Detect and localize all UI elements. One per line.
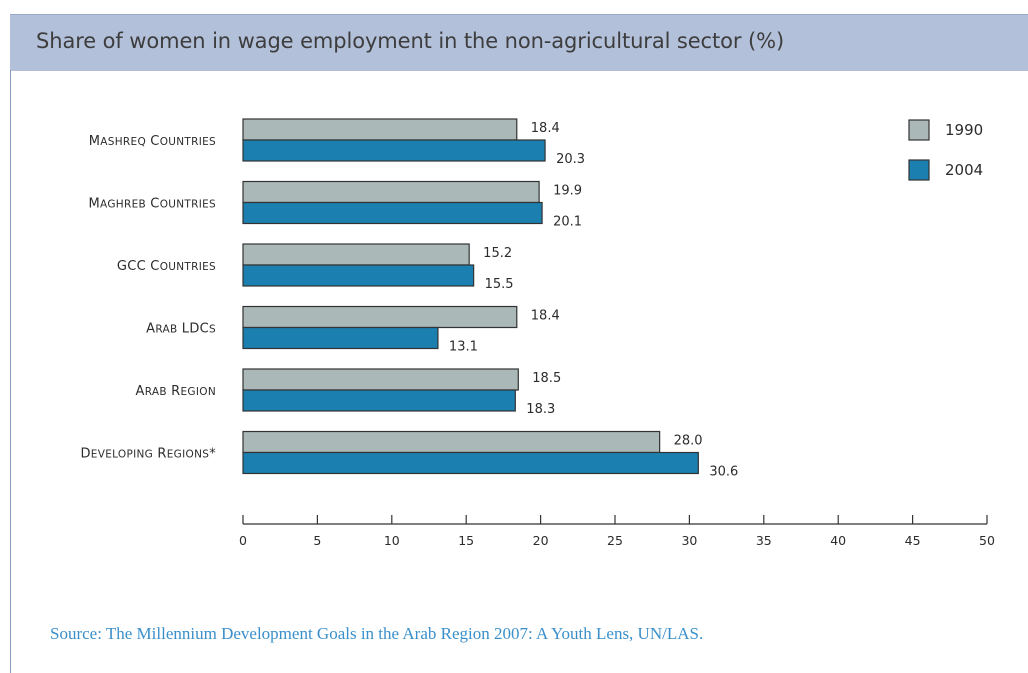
legend-swatch-1990 — [908, 119, 930, 141]
bar-2004-arab-region — [242, 389, 516, 412]
x-tick-label-30: 30 — [681, 533, 697, 548]
x-tick-label-35: 35 — [756, 533, 772, 548]
x-tick-label-5: 5 — [313, 533, 321, 548]
x-tick-label-50: 50 — [979, 533, 995, 548]
bar-1990-arab-region — [242, 368, 519, 391]
bar-1990-mashreq-countries — [242, 118, 518, 141]
source-note: Source: The Millennium Development Goals… — [50, 624, 704, 643]
x-tick-label-40: 40 — [830, 533, 846, 548]
x-tick-label-45: 45 — [905, 533, 921, 548]
value-label-2004-mashreq-countries: 20.3 — [556, 152, 585, 167]
legend-label-1990: 1990 — [945, 121, 983, 139]
value-label-2004-arab-ldcs: 13.1 — [449, 340, 478, 355]
category-label-arab-region: ARAB REGION — [136, 383, 217, 399]
bar-1990-arab-ldcs — [242, 305, 518, 329]
value-label-2004-gcc-countries: 15.5 — [485, 277, 514, 292]
bar-2004-gcc-countries — [242, 264, 475, 287]
bar-2004-maghreb-countries — [242, 201, 543, 225]
category-label-mashreq-countries: MASHREQ COUNTRIES — [89, 133, 216, 149]
value-label-1990-gcc-countries: 15.2 — [483, 246, 512, 261]
bar-1990-developing-regions — [242, 430, 661, 454]
value-label-1990-arab-ldcs: 18.4 — [531, 309, 560, 324]
chart-header: Share of women in wage employment in the… — [10, 14, 1028, 71]
category-label-developing-regions: DEVELOPING REGIONS* — [80, 446, 216, 462]
chart-title: Share of women in wage employment in the… — [36, 29, 785, 53]
value-label-1990-developing-regions: 28.0 — [674, 434, 703, 449]
bar-1990-gcc-countries — [242, 243, 470, 266]
value-label-1990-mashreq-countries: 18.4 — [531, 121, 560, 136]
x-tick-label-10: 10 — [384, 533, 400, 548]
value-label-1990-maghreb-countries: 19.9 — [553, 184, 582, 199]
value-label-2004-maghreb-countries: 20.1 — [553, 215, 582, 230]
value-label-1990-arab-region: 18.5 — [532, 371, 561, 386]
bar-1990-maghreb-countries — [242, 180, 540, 204]
legend-swatch-2004 — [908, 159, 930, 181]
category-label-arab-ldcs: ARAB LDCS — [146, 321, 216, 337]
value-label-2004-developing-regions: 30.6 — [709, 465, 738, 480]
value-label-2004-arab-region: 18.3 — [526, 402, 555, 417]
x-tick-label-20: 20 — [533, 533, 549, 548]
category-label-maghreb-countries: MAGHREB COUNTRIES — [89, 196, 217, 212]
legend-label-2004: 2004 — [945, 161, 983, 179]
frame-left-border — [10, 70, 11, 673]
category-label-gcc-countries: GCC COUNTRIES — [117, 258, 216, 274]
x-tick-label-25: 25 — [607, 533, 623, 548]
bar-2004-mashreq-countries — [242, 139, 546, 162]
bar-2004-developing-regions — [242, 451, 699, 475]
bar-2004-arab-ldcs — [242, 326, 439, 350]
x-tick-label-15: 15 — [458, 533, 474, 548]
x-tick-label-0: 0 — [239, 533, 247, 548]
